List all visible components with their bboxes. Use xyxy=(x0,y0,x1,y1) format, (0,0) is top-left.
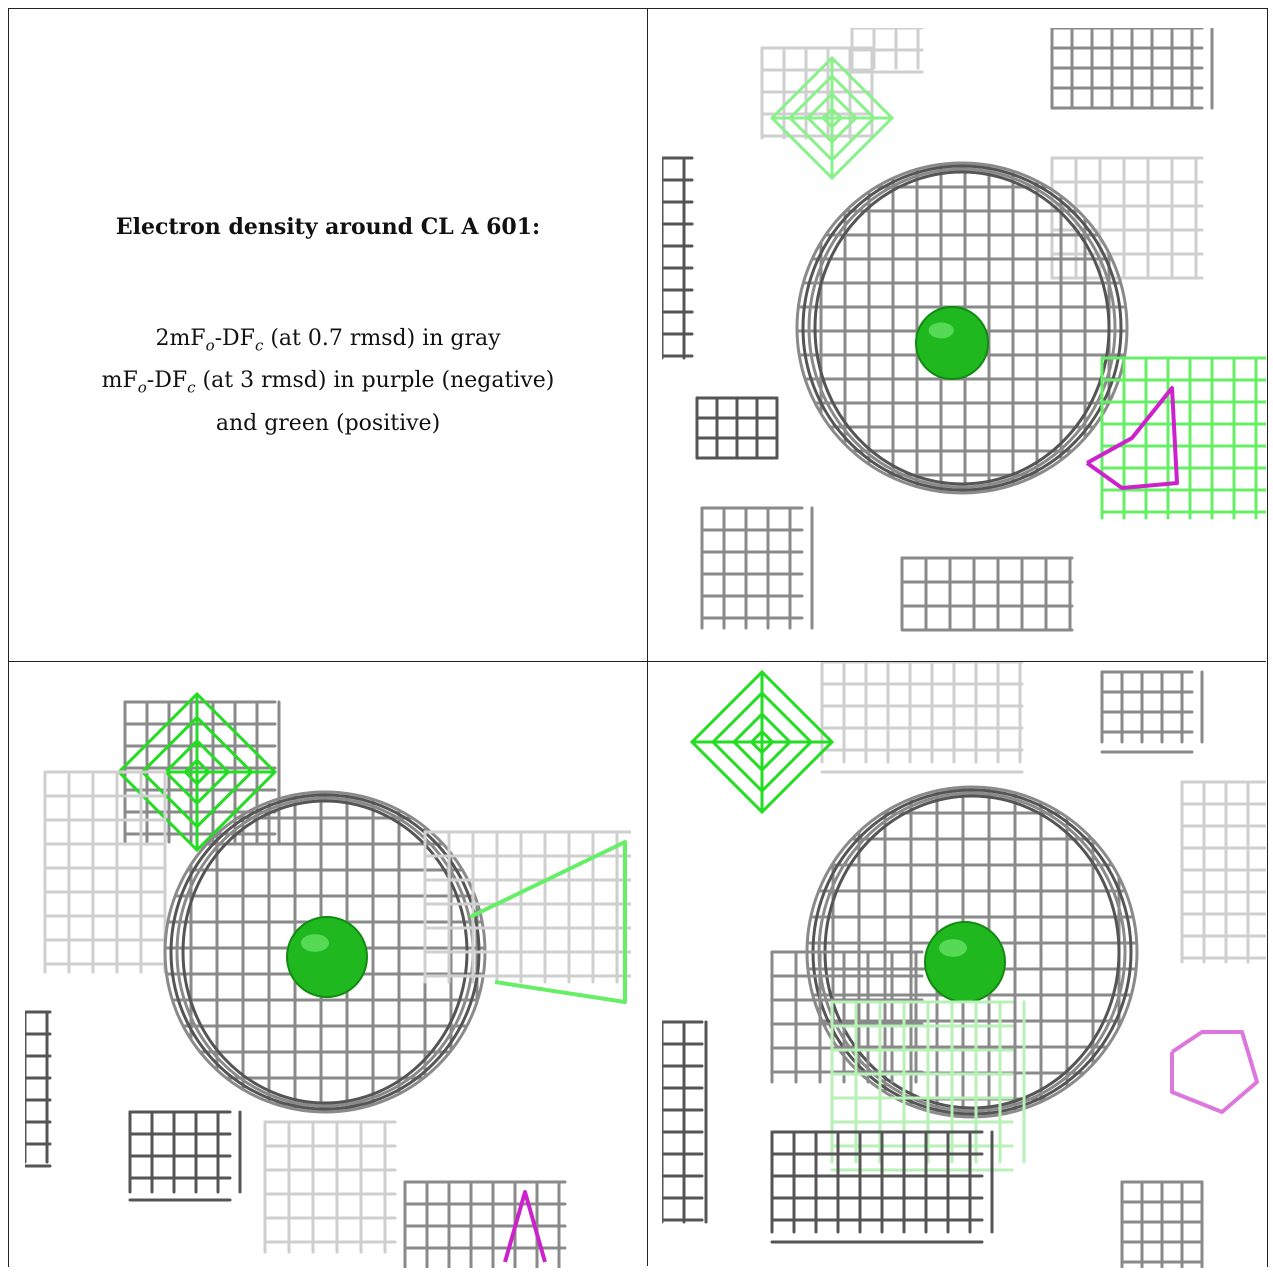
mesh-fragment-edge xyxy=(662,1020,708,1224)
mesh-render-3 xyxy=(662,662,1266,1268)
mesh-fragment-bottom xyxy=(770,1130,994,1244)
mesh-fragment-top-right xyxy=(1050,28,1214,110)
mesh-fragment-bottom-left xyxy=(700,506,814,630)
positive-density-faint xyxy=(769,55,895,181)
mesh-fragment-bottom xyxy=(263,1120,397,1254)
electron-density-view-2 xyxy=(25,662,631,1268)
mesh-fragment-right xyxy=(1180,780,1266,964)
electron-density-view-3 xyxy=(662,662,1266,1268)
mesh-fragment-right xyxy=(423,830,631,984)
density-sphere-1-ring-2 xyxy=(807,167,1117,489)
mesh-fragment-top-right xyxy=(1100,670,1204,754)
chloride-atom-3-highlight xyxy=(939,939,967,957)
legend-line-difference: mFo-DFc (at 3 rmsd) in purple (negative) xyxy=(101,368,555,397)
density-sphere-1-ring-1 xyxy=(801,164,1123,492)
density-sphere-1-ring-0 xyxy=(795,161,1129,495)
mesh-fragment-bottom-left xyxy=(128,1110,242,1202)
positive-density-right-2 xyxy=(469,840,627,1004)
legend-panel: Electron density around CL A 601: 2mFo-D… xyxy=(9,9,647,661)
negative-density-1 xyxy=(1085,386,1179,490)
positive-density-cube-3 xyxy=(689,669,835,815)
mesh-render-2 xyxy=(25,691,631,1268)
positive-density-right xyxy=(1100,356,1266,520)
mesh-fragment-bottom-right xyxy=(403,1180,567,1268)
legend-line-gray: 2mFo-DFc (at 0.7 rmsd) in gray xyxy=(155,326,501,355)
mesh-render-1 xyxy=(662,28,1266,632)
mesh-fragment-edge xyxy=(25,1010,52,1168)
mesh-fragment-bottom-right xyxy=(1120,1180,1204,1268)
mesh-fragment-top xyxy=(820,662,1024,774)
panel-divider-vertical xyxy=(647,8,648,1266)
mesh-fragment-top xyxy=(850,28,924,74)
mesh-fragment-edge xyxy=(662,156,694,360)
mesh-fragment-bottom xyxy=(900,556,1074,632)
chloride-atom-2-highlight xyxy=(301,934,329,952)
mesh-fragment-left xyxy=(43,770,167,974)
mesh-fragment-left xyxy=(770,950,924,1084)
electron-density-view-1 xyxy=(662,28,1266,632)
positive-density-faint-3 xyxy=(830,1000,1026,1172)
legend-text: 2mFo-DFc (at 0.7 rmsd) in gray mFo-DFc (… xyxy=(9,321,647,442)
negative-density-2 xyxy=(503,1190,547,1263)
chloride-atom-1 xyxy=(915,306,989,380)
chloride-atom-1-highlight xyxy=(928,322,954,339)
density-sphere-1-ring-3 xyxy=(813,170,1111,486)
legend-title: Electron density around CL A 601: xyxy=(115,214,541,240)
positive-density-cube-2 xyxy=(116,691,278,853)
figure-frame xyxy=(8,8,1268,1267)
legend-line-green: and green (positive) xyxy=(215,410,441,436)
panel-divider-horizontal xyxy=(8,661,1266,662)
negative-density-3 xyxy=(1170,1030,1259,1114)
chloride-atom-3 xyxy=(924,921,1006,1003)
chloride-atom-2 xyxy=(286,916,368,998)
mesh-fragment-left xyxy=(695,396,779,460)
